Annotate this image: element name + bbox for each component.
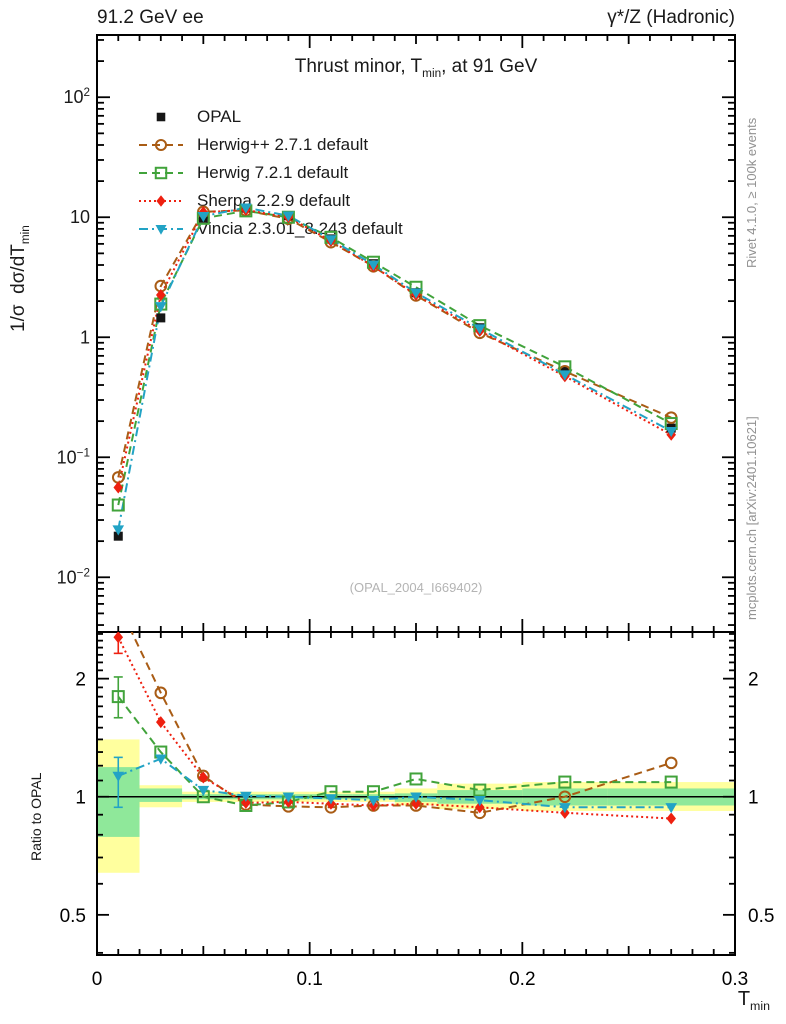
x-axis-label: Tmin — [738, 988, 770, 1013]
header-process: γ*/Z (Hadronic) — [607, 7, 735, 28]
legend-marker-sherpa — [139, 195, 183, 207]
svg-text:0.1: 0.1 — [296, 969, 322, 990]
x-axis-label-pre: T — [737, 988, 751, 1010]
analysis-id-watermark: (OPAL_2004_I669402) — [349, 580, 483, 595]
legend-marker-herwigpp — [139, 138, 183, 152]
svg-text:0.5: 0.5 — [60, 906, 86, 927]
legend-label-opal: OPAL — [197, 107, 242, 126]
legend-label-herwig7: Herwig 7.2.1 default — [197, 163, 349, 182]
legend-item-vincia: Vincia 2.3.01_8.243 default — [138, 215, 403, 243]
legend-item-sherpa: Sherpa 2.2.9 default — [138, 187, 403, 215]
svg-text:0.3: 0.3 — [722, 969, 748, 990]
svg-text:1: 1 — [75, 788, 86, 809]
legend-marker-herwig7 — [139, 166, 183, 180]
svg-text:0: 0 — [92, 969, 103, 990]
svg-text:1: 1 — [748, 788, 759, 809]
svg-text:102: 102 — [63, 86, 90, 107]
svg-text:10−2: 10−2 — [57, 566, 90, 587]
svg-text:10: 10 — [70, 207, 90, 227]
legend-label-herwigpp: Herwig++ 2.7.1 default — [197, 135, 369, 154]
legend-marker-vincia — [139, 225, 183, 235]
legend-item-herwig7: Herwig 7.2.1 default — [138, 159, 403, 187]
legend-item-opal: OPAL — [138, 103, 403, 131]
svg-text:10−1: 10−1 — [57, 446, 90, 467]
svg-text:2: 2 — [75, 670, 86, 691]
x-axis-label-sub: min — [750, 999, 770, 1013]
plot-title-pre: Thrust minor, T — [294, 56, 423, 77]
legend-label-sherpa: Sherpa 2.2.9 default — [197, 191, 351, 210]
legend-item-herwigpp: Herwig++ 2.7.1 default — [138, 131, 403, 159]
legend-marker-opal — [156, 112, 166, 122]
svg-text:2: 2 — [748, 670, 759, 691]
plot-title: Thrust minor, Tmin, at 91 GeV — [97, 56, 735, 80]
svg-text:0.2: 0.2 — [509, 969, 535, 990]
main-plot-panel: 102 10 1 10−1 10−2 — [57, 34, 736, 632]
legend: OPAL Herwig++ 2.7.1 default Herwig 7.2.1… — [138, 103, 403, 243]
legend-label-vincia: Vincia 2.3.01_8.243 default — [197, 219, 403, 238]
svg-text:1: 1 — [80, 327, 90, 347]
plot-title-post: , at 91 GeV — [441, 56, 538, 77]
svg-text:0.5: 0.5 — [748, 906, 774, 927]
header-beam-energy: 91.2 GeV ee — [97, 7, 204, 28]
plot-title-sub: min — [422, 66, 442, 80]
ratio-plot-panel: 2 2 1 1 0.5 0.5 0 0.1 0.2 0.3 — [60, 632, 774, 990]
